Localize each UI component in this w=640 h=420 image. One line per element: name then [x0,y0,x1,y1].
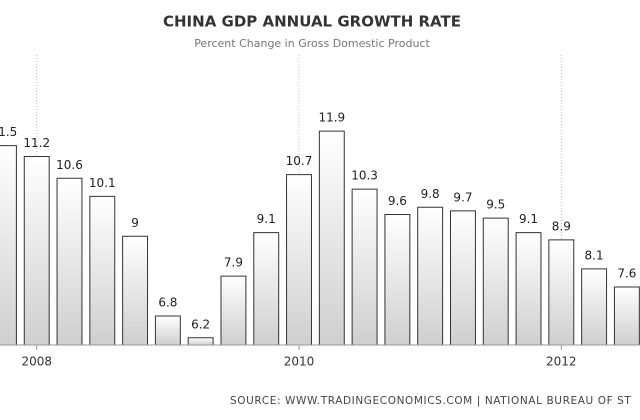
source: SOURCE: WWW.TRADINGECONOMICS.COM | NATIO… [230,395,631,407]
x-tick-label: 2008 [21,355,52,369]
bar [23,156,50,346]
bar [384,214,411,346]
value-label: 11.2 [23,136,50,150]
bar [154,315,181,346]
bar [187,337,214,346]
value-label: 8.1 [585,248,604,262]
value-label: 7.6 [617,267,636,281]
bar [122,235,149,346]
value-label: 11.9 [318,111,345,125]
bar [449,210,476,346]
chart-subtitle: Percent Change in Gross Domestic Product [194,37,430,50]
bar [318,130,345,346]
value-label: 10.1 [89,176,116,190]
value-label: 10.6 [56,158,83,172]
bar [548,239,575,346]
bar [417,206,444,346]
bar [482,217,509,346]
bar [613,286,640,346]
value-label: 10.3 [351,169,378,183]
chart-title: CHINA GDP ANNUAL GROWTH RATE [163,13,461,31]
bar [56,177,83,346]
value-label: 8.9 [552,219,571,233]
value-label: 9.1 [519,212,538,226]
value-label: 10.7 [286,154,313,168]
bar [351,188,378,346]
bar [253,232,280,346]
plot-area: 2008 2010 2012 11.5 11.2 10.6 10.1 9 6.8 6.2 7.9 9.… [0,55,640,369]
x-tick-label: 2010 [284,355,315,369]
bar [220,275,247,346]
value-label: 7.9 [224,256,243,270]
value-label: 6.8 [158,296,177,310]
value-label: 9.6 [388,194,407,208]
x-tick-label: 2012 [546,355,577,369]
bar [286,174,312,346]
bar [89,195,116,346]
bar [0,145,17,346]
value-label: 9.8 [421,187,440,201]
value-label: 9.7 [453,190,472,204]
value-label: 9 [131,216,139,230]
value-label: 9.5 [486,198,505,212]
value-label: 6.2 [191,317,210,331]
bar [581,268,608,346]
value-label: 11.5 [0,125,17,139]
value-label: 9.1 [257,212,276,226]
bar [515,232,542,346]
